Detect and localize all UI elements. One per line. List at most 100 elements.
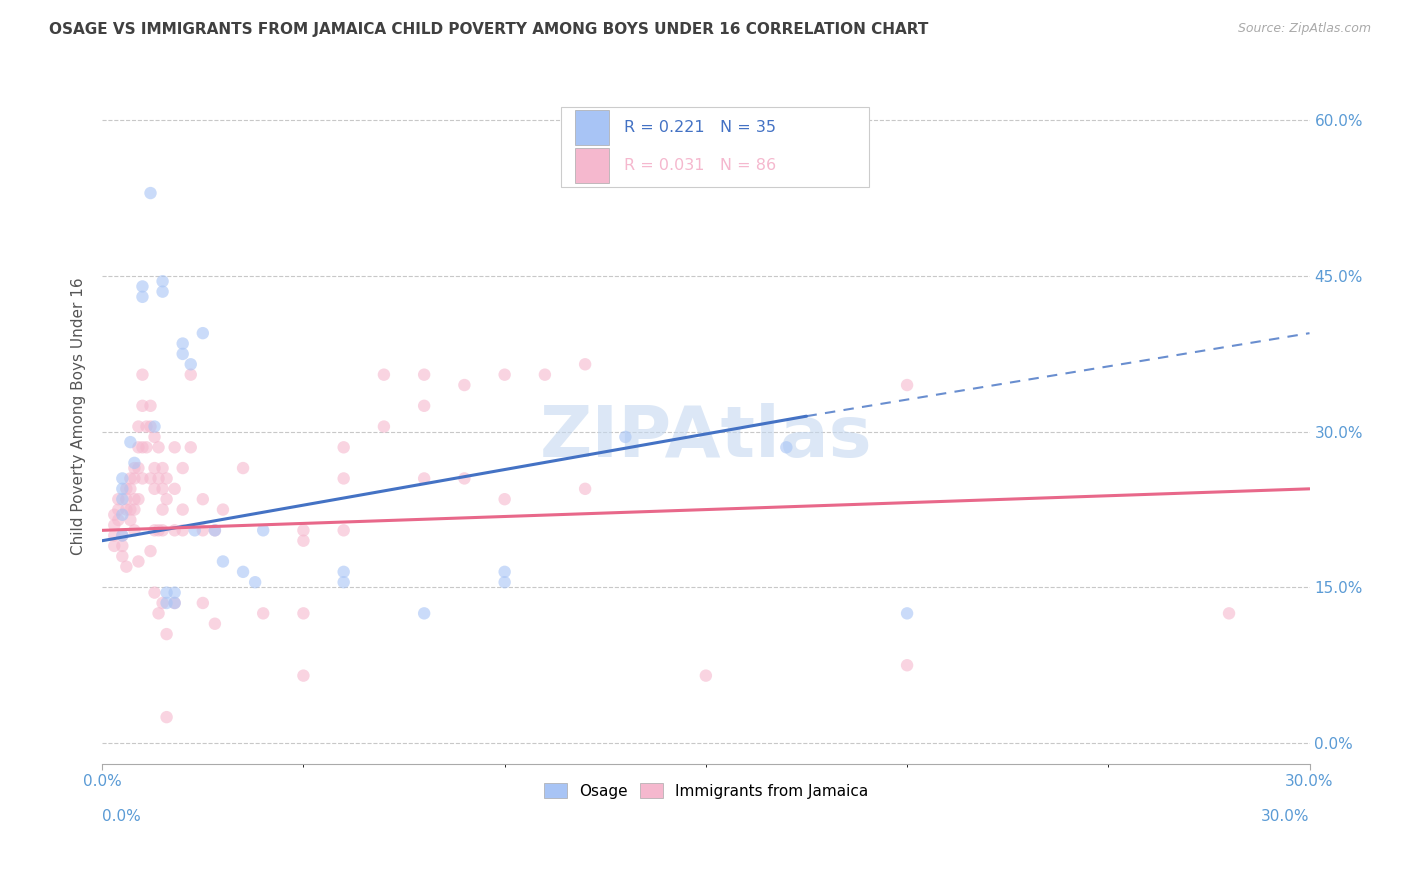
- Point: [232, 565, 254, 579]
- Point: [120, 435, 142, 450]
- Point: [107, 513, 129, 527]
- Point: [107, 492, 129, 507]
- Point: [373, 368, 395, 382]
- Point: [172, 347, 194, 361]
- Point: [534, 368, 557, 382]
- Point: [107, 502, 129, 516]
- Point: [143, 430, 166, 444]
- Point: [332, 440, 354, 454]
- Point: [148, 524, 170, 538]
- Text: Source: ZipAtlas.com: Source: ZipAtlas.com: [1237, 22, 1371, 36]
- Point: [494, 492, 516, 507]
- Point: [184, 524, 207, 538]
- Point: [115, 559, 138, 574]
- Point: [896, 658, 918, 673]
- Point: [111, 539, 134, 553]
- Point: [143, 461, 166, 475]
- Point: [143, 585, 166, 599]
- Point: [212, 502, 235, 516]
- Point: [124, 524, 146, 538]
- Point: [172, 461, 194, 475]
- Point: [204, 524, 226, 538]
- Point: [155, 710, 177, 724]
- Point: [120, 482, 142, 496]
- Point: [252, 524, 274, 538]
- Point: [574, 357, 596, 371]
- Point: [135, 440, 157, 454]
- Point: [332, 524, 354, 538]
- Point: [124, 502, 146, 516]
- Point: [148, 607, 170, 621]
- Point: [131, 440, 153, 454]
- Point: [103, 539, 125, 553]
- Point: [124, 471, 146, 485]
- Point: [139, 399, 162, 413]
- Point: [494, 565, 516, 579]
- Point: [494, 575, 516, 590]
- Point: [204, 524, 226, 538]
- Point: [191, 326, 214, 340]
- Point: [775, 440, 797, 454]
- Text: R = 0.031   N = 86: R = 0.031 N = 86: [624, 159, 776, 173]
- Point: [494, 368, 516, 382]
- Point: [163, 596, 186, 610]
- Point: [143, 482, 166, 496]
- FancyBboxPatch shape: [561, 107, 869, 186]
- Point: [180, 357, 202, 371]
- Point: [127, 419, 149, 434]
- Point: [163, 585, 186, 599]
- Point: [148, 440, 170, 454]
- Point: [191, 492, 214, 507]
- Point: [614, 430, 637, 444]
- Text: 30.0%: 30.0%: [1261, 809, 1309, 824]
- Text: R = 0.221   N = 35: R = 0.221 N = 35: [624, 120, 776, 135]
- Point: [111, 492, 134, 507]
- Point: [152, 596, 174, 610]
- Point: [1218, 607, 1240, 621]
- Point: [111, 528, 134, 542]
- Point: [152, 274, 174, 288]
- Point: [413, 607, 436, 621]
- Point: [152, 502, 174, 516]
- Point: [124, 461, 146, 475]
- Point: [332, 565, 354, 579]
- Legend: Osage, Immigrants from Jamaica: Osage, Immigrants from Jamaica: [537, 777, 875, 805]
- Point: [103, 508, 125, 522]
- Point: [191, 596, 214, 610]
- Point: [191, 524, 214, 538]
- Point: [413, 399, 436, 413]
- Point: [332, 471, 354, 485]
- Point: [243, 575, 266, 590]
- Point: [152, 524, 174, 538]
- Point: [139, 471, 162, 485]
- Bar: [575, 111, 609, 145]
- Point: [292, 607, 315, 621]
- Point: [115, 482, 138, 496]
- Point: [163, 482, 186, 496]
- Point: [139, 419, 162, 434]
- Point: [115, 492, 138, 507]
- Point: [111, 508, 134, 522]
- Point: [413, 368, 436, 382]
- Point: [120, 513, 142, 527]
- Point: [172, 336, 194, 351]
- Point: [155, 492, 177, 507]
- Point: [413, 471, 436, 485]
- Point: [373, 419, 395, 434]
- Point: [896, 378, 918, 392]
- Point: [232, 461, 254, 475]
- Point: [120, 502, 142, 516]
- Point: [212, 554, 235, 568]
- Point: [120, 471, 142, 485]
- Point: [453, 378, 475, 392]
- Point: [131, 471, 153, 485]
- Point: [172, 524, 194, 538]
- Point: [152, 461, 174, 475]
- Point: [111, 549, 134, 564]
- Point: [111, 528, 134, 542]
- Point: [124, 492, 146, 507]
- Point: [155, 596, 177, 610]
- Point: [152, 285, 174, 299]
- Point: [135, 419, 157, 434]
- Point: [152, 482, 174, 496]
